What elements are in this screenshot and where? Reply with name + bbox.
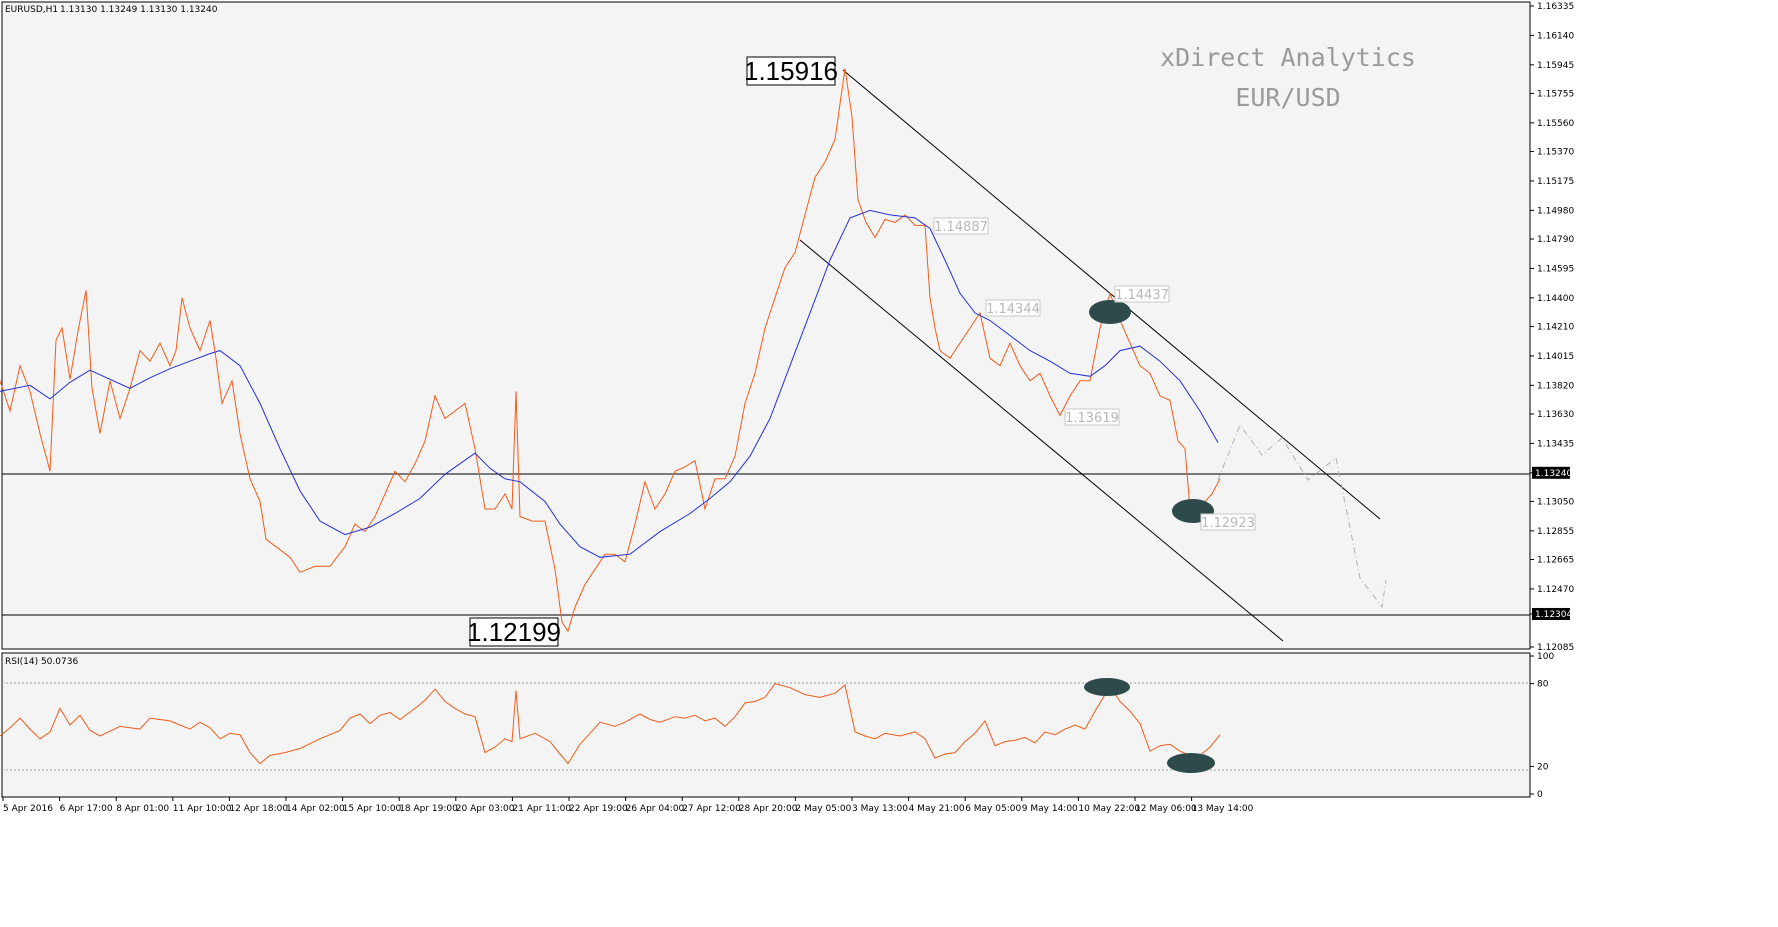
price-line <box>0 68 1221 633</box>
price-tick-label: 1.13435 <box>1537 439 1574 449</box>
price-tick-label: 1.15755 <box>1537 89 1574 99</box>
price-tick-label: 1.14980 <box>1537 206 1574 216</box>
price-tick-label: 1.12085 <box>1537 643 1574 653</box>
channel-lower-line <box>799 239 1284 642</box>
rsi-tick-label: 20 <box>1537 762 1549 772</box>
price-tick-label: 1.13820 <box>1537 381 1574 391</box>
rsi-axis: 100 80 20 0 <box>1530 652 1554 800</box>
time-tick-label: 6 Apr 17:00 <box>60 804 113 814</box>
annotation-12923-text: 1.12923 <box>1201 516 1255 531</box>
price-tick-label: 1.15945 <box>1537 61 1574 71</box>
time-tick-label: 5 Apr 2016 <box>3 804 53 814</box>
price-tick-label: 1.15560 <box>1537 119 1574 129</box>
time-tick-label: 14 Apr 02:00 <box>286 804 345 814</box>
time-tick-label: 9 May 14:00 <box>1022 804 1078 814</box>
annotation-high: 1.15916 <box>744 56 838 86</box>
moving-average-line <box>0 209 1219 558</box>
annotation-14887: 1.14887 <box>933 217 989 235</box>
price-tick-label: 1.12855 <box>1537 527 1574 537</box>
time-tick-label: 22 Apr 19:00 <box>569 804 628 814</box>
ohlc-label: 1.13130 1.13249 1.13130 1.13240 <box>60 5 218 15</box>
channel-upper-line <box>842 69 1381 520</box>
time-tick-label: 8 Apr 01:00 <box>116 804 169 814</box>
projection-path <box>1217 423 1387 609</box>
price-tick-label: 1.16335 <box>1537 2 1574 12</box>
rsi-high-marker-ellipse <box>1084 678 1130 696</box>
rsi-line <box>0 683 1221 765</box>
time-tick-label: 12 May 06:00 <box>1135 804 1197 814</box>
price-tick-label: 1.12665 <box>1537 556 1574 566</box>
time-tick-label: 13 May 14:00 <box>1192 804 1254 814</box>
price-axis: 1.16335 1.16140 1.15945 1.15755 1.15560 1.153… <box>1530 2 1574 653</box>
annotation-13619-text: 1.13619 <box>1065 411 1119 426</box>
price-tick-label: 1.15175 <box>1537 177 1574 187</box>
time-axis: 5 Apr 2016 6 Apr 17:00 8 Apr 01:00 11 Apr 1… <box>2 797 1254 814</box>
symbol-label: EURUSD,H1 <box>5 5 58 15</box>
time-tick-label: 11 Apr 10:00 <box>173 804 232 814</box>
annotation-14344: 1.14344 <box>985 299 1041 317</box>
price-tick-label: 1.12470 <box>1537 585 1574 595</box>
time-tick-label: 12 Apr 18:00 <box>229 804 288 814</box>
time-tick-label: 2 May 05:00 <box>795 804 851 814</box>
rsi-tick-label: 80 <box>1537 680 1549 690</box>
time-tick-label: 21 Apr 11:00 <box>512 804 571 814</box>
rsi-tick-label: 100 <box>1537 652 1554 662</box>
price-tick-label: 1.14015 <box>1537 352 1574 362</box>
annotation-12923: 1.12923 <box>1200 513 1256 531</box>
price-tick-label: 1.13050 <box>1537 497 1574 507</box>
price-tick-highlight <box>1532 607 1570 620</box>
price-tick-label: 1.16140 <box>1537 31 1574 41</box>
price-tick-label: 1.12304 <box>1535 610 1572 620</box>
time-tick-label: 3 May 13:00 <box>852 804 908 814</box>
annotation-14437: 1.14437 <box>1114 285 1170 303</box>
annotation-high-text: 1.15916 <box>744 56 838 86</box>
brand-pair: EUR/USD <box>1235 83 1340 112</box>
rsi-label: RSI(14) 50.0736 <box>5 657 78 667</box>
time-tick-label: 18 Apr 19:00 <box>399 804 458 814</box>
annotation-13619: 1.13619 <box>1064 408 1120 426</box>
time-tick-label: 10 May 22:00 <box>1078 804 1140 814</box>
annotation-14887-text: 1.14887 <box>934 220 988 235</box>
rsi-low-marker-ellipse <box>1167 753 1215 773</box>
price-tick-label: 1.13240 <box>1535 469 1572 479</box>
time-tick-label: 27 Apr 12:00 <box>682 804 741 814</box>
time-tick-label: 28 Apr 20:00 <box>739 804 798 814</box>
time-tick-label: 26 Apr 04:00 <box>626 804 685 814</box>
high-marker-ellipse <box>1089 300 1131 324</box>
price-tick-label: 1.14400 <box>1537 294 1574 304</box>
annotation-low-text: 1.12199 <box>467 617 561 647</box>
time-tick-label: 20 Apr 03:00 <box>456 804 515 814</box>
annotation-low: 1.12199 <box>467 617 561 647</box>
price-tick-label: 1.14210 <box>1537 323 1574 333</box>
price-tick-label: 1.13630 <box>1537 410 1574 420</box>
annotation-14344-text: 1.14344 <box>986 302 1040 317</box>
time-tick-label: 6 May 05:00 <box>965 804 1021 814</box>
rsi-panel <box>1 652 1531 798</box>
annotation-14437-text: 1.14437 <box>1115 288 1169 303</box>
price-tick-label: 1.15370 <box>1537 148 1574 158</box>
rsi-tick-label: 0 <box>1537 790 1543 800</box>
price-tick-highlight <box>1532 466 1570 479</box>
brand-title: xDirect Analytics <box>1160 43 1416 72</box>
price-tick-label: 1.14595 <box>1537 264 1574 274</box>
time-tick-label: 4 May 21:00 <box>909 804 965 814</box>
time-tick-label: 15 Apr 10:00 <box>343 804 402 814</box>
price-tick-label: 1.14790 <box>1537 235 1574 245</box>
